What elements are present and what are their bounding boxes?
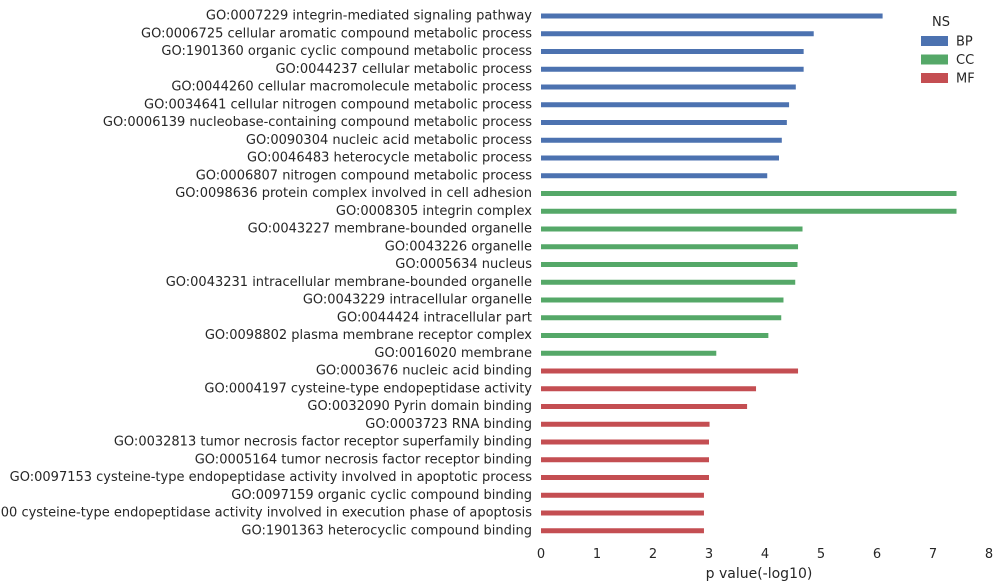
- category-label: GO:1901360 organic cyclic compound metab…: [161, 44, 532, 59]
- legend-label-bp: BP: [956, 35, 973, 50]
- bar-mf: [541, 386, 757, 392]
- x-tick-label: 1: [593, 547, 601, 562]
- category-label: GO:0044260 cellular macromolecule metabo…: [171, 80, 532, 95]
- bar-mf: [541, 368, 799, 374]
- bar-bp: [541, 84, 796, 90]
- bar-bp: [541, 137, 782, 143]
- category-label: GO:0097159 organic cyclic compound bindi…: [231, 488, 532, 503]
- bar-cc: [541, 191, 957, 196]
- category-label: GO:0043229 intracellular organelle: [303, 293, 532, 308]
- category-label: GO:0005634 nucleus: [395, 257, 532, 272]
- bar-cc: [541, 297, 784, 303]
- category-label: GO:0006807 nitrogen compound metabolic p…: [196, 168, 533, 183]
- category-label: GO:1901363 heterocyclic compound binding: [241, 523, 532, 538]
- bar-bp: [541, 31, 814, 37]
- bars-layer: [541, 13, 957, 534]
- x-tick-label: 5: [817, 547, 825, 562]
- bar-cc: [541, 244, 799, 250]
- bar-mf: [541, 439, 709, 445]
- category-label: GO:0006725 cellular aromatic compound me…: [141, 26, 532, 41]
- bar-bp: [541, 66, 804, 72]
- bar-cc: [541, 315, 782, 321]
- bar-cc: [541, 333, 769, 338]
- bar-mf: [541, 404, 748, 409]
- bar-mf: [541, 457, 709, 463]
- bar-cc: [541, 350, 717, 356]
- bar-cc: [541, 208, 957, 214]
- category-label: GO:0032813 tumor necrosis factor recepto…: [114, 435, 532, 450]
- category-label: GO:0003676 nucleic acid binding: [316, 364, 532, 379]
- category-label: GO:0043226 organelle: [385, 239, 532, 254]
- category-label: GO:0097153 cysteine-type endopeptidase a…: [10, 470, 533, 485]
- bar-bp: [541, 102, 790, 108]
- x-tick-label: 7: [929, 547, 937, 562]
- category-label: GO:0044237 cellular metabolic process: [275, 62, 532, 77]
- category-label: GO:0004197 cysteine-type endopeptidase a…: [204, 381, 532, 396]
- bar-mf: [541, 421, 710, 427]
- legend-swatch-mf: [921, 73, 948, 83]
- bar-mf: [541, 510, 704, 516]
- category-label: GO:0008305 integrin complex: [336, 204, 532, 219]
- category-label: GO:0043231 intracellular membrane-bounde…: [166, 275, 532, 290]
- bar-cc: [541, 226, 803, 232]
- x-tick-label: 8: [985, 547, 993, 562]
- category-label: GO:0097200 cysteine-type endopeptidase a…: [0, 506, 532, 521]
- x-tick-label: 6: [873, 547, 881, 562]
- legend-swatch-cc: [921, 54, 948, 65]
- legend-title: NS: [932, 15, 950, 30]
- category-label: GO:0090304 nucleic acid metabolic proces…: [246, 133, 532, 148]
- x-tick-label: 3: [705, 547, 713, 562]
- legend-label-mf: MF: [956, 72, 975, 87]
- x-tick-label: 0: [537, 547, 545, 562]
- category-label: GO:0007229 integrin-mediated signaling p…: [206, 9, 532, 24]
- category-label: GO:0034641 cellular nitrogen compound me…: [144, 97, 532, 112]
- bar-mf: [541, 528, 704, 534]
- x-tick-label: 4: [761, 547, 769, 562]
- x-axis-ticks: 0 1 2 3 4 5 6 7 8: [537, 547, 993, 562]
- bar-bp: [541, 120, 787, 125]
- bar-bp: [541, 49, 804, 54]
- legend: NS BP CC MF: [921, 15, 975, 87]
- category-label: GO:0005164 tumor necrosis factor recepto…: [195, 452, 532, 467]
- bar-bp: [541, 173, 768, 179]
- category-label: GO:0098802 plasma membrane receptor comp…: [205, 328, 532, 343]
- bar-bp: [541, 155, 779, 161]
- category-label: GO:0003723 RNA binding: [365, 417, 532, 432]
- legend-label-cc: CC: [956, 53, 974, 68]
- bar-mf: [541, 475, 709, 480]
- category-label: GO:0032090 Pyrin domain binding: [307, 399, 532, 414]
- category-label: GO:0098636 protein complex involved in c…: [175, 186, 532, 201]
- bar-mf: [541, 492, 704, 498]
- bar-cc: [541, 262, 798, 267]
- bar-cc: [541, 279, 796, 285]
- x-axis-title: p value(-log10): [706, 566, 813, 582]
- category-label: GO:0046483 heterocycle metabolic process: [247, 151, 532, 166]
- bar-bp: [541, 13, 883, 19]
- category-label: GO:0043227 membrane-bounded organelle: [248, 222, 532, 237]
- legend-swatch-bp: [921, 36, 948, 46]
- x-tick-label: 2: [649, 547, 657, 562]
- category-label: GO:0006139 nucleobase-containing compoun…: [103, 115, 532, 130]
- category-label: GO:0016020 membrane: [374, 346, 532, 361]
- category-labels: GO:0007229 integrin-mediated signaling p…: [0, 9, 532, 539]
- category-label: GO:0044424 intracellular part: [337, 310, 532, 325]
